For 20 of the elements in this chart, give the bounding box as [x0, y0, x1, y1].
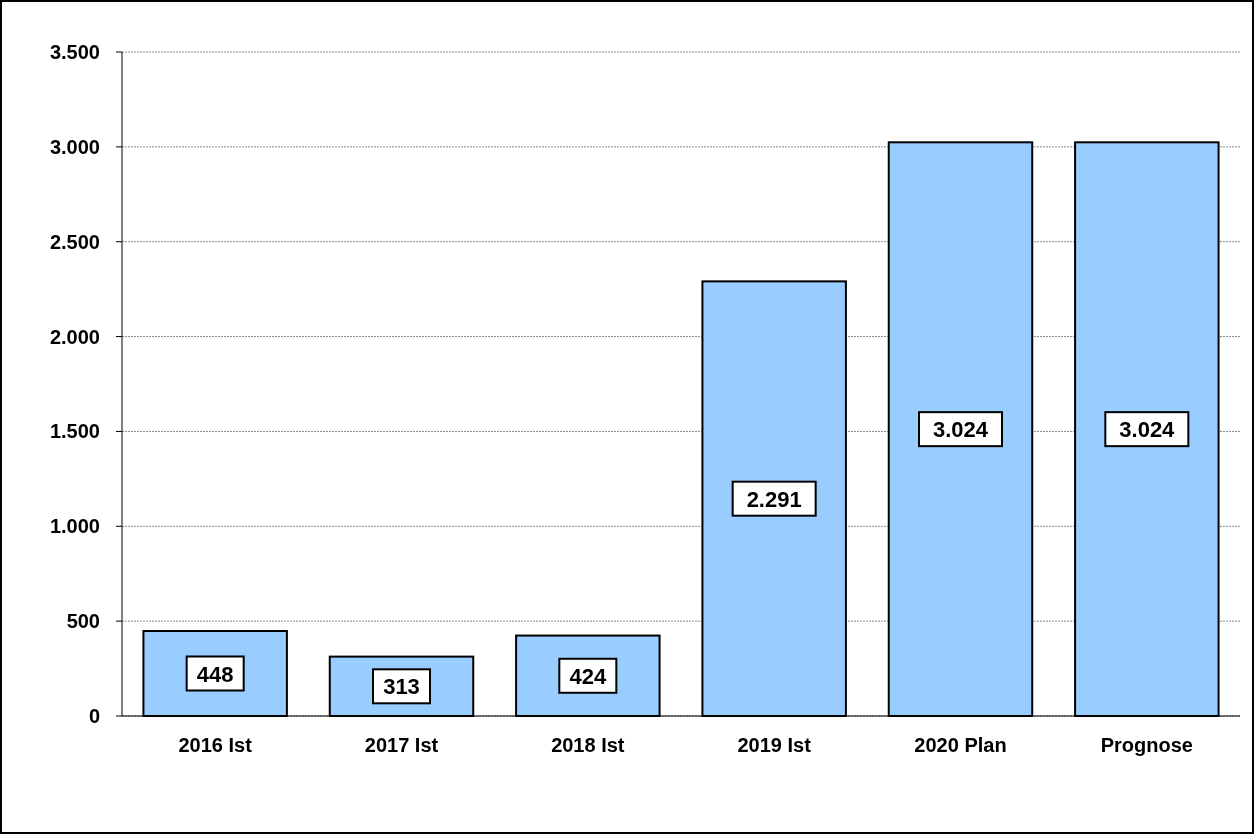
- data-label: 2.291: [746, 486, 802, 512]
- x-tick-label: 2019 Ist: [737, 734, 812, 756]
- x-tick-label: 2017 Ist: [364, 734, 439, 756]
- y-tick-label: 2.000: [49, 325, 100, 348]
- y-tick-label: 2.500: [49, 230, 100, 253]
- data-label: 3.024: [1119, 417, 1176, 443]
- y-tick-label: 1.500: [49, 420, 100, 443]
- y-tick-label: 500: [66, 610, 100, 633]
- data-label: 448: [196, 661, 234, 687]
- y-tick-label: 1.000: [49, 515, 100, 538]
- x-tick-label: 2020 Plan: [914, 734, 1007, 756]
- x-tick-label: Prognose: [1100, 734, 1193, 756]
- y-tick-label: 0: [88, 705, 100, 727]
- x-tick-label: 2018 Ist: [551, 734, 625, 756]
- y-tick-label: 3.500: [49, 41, 100, 63]
- data-label: 3.024: [932, 417, 989, 443]
- x-tick-label: 2016 Ist: [178, 734, 253, 756]
- y-tick-label: 3.000: [49, 135, 100, 158]
- data-label: 424: [569, 663, 607, 689]
- data-label: 313: [383, 674, 420, 700]
